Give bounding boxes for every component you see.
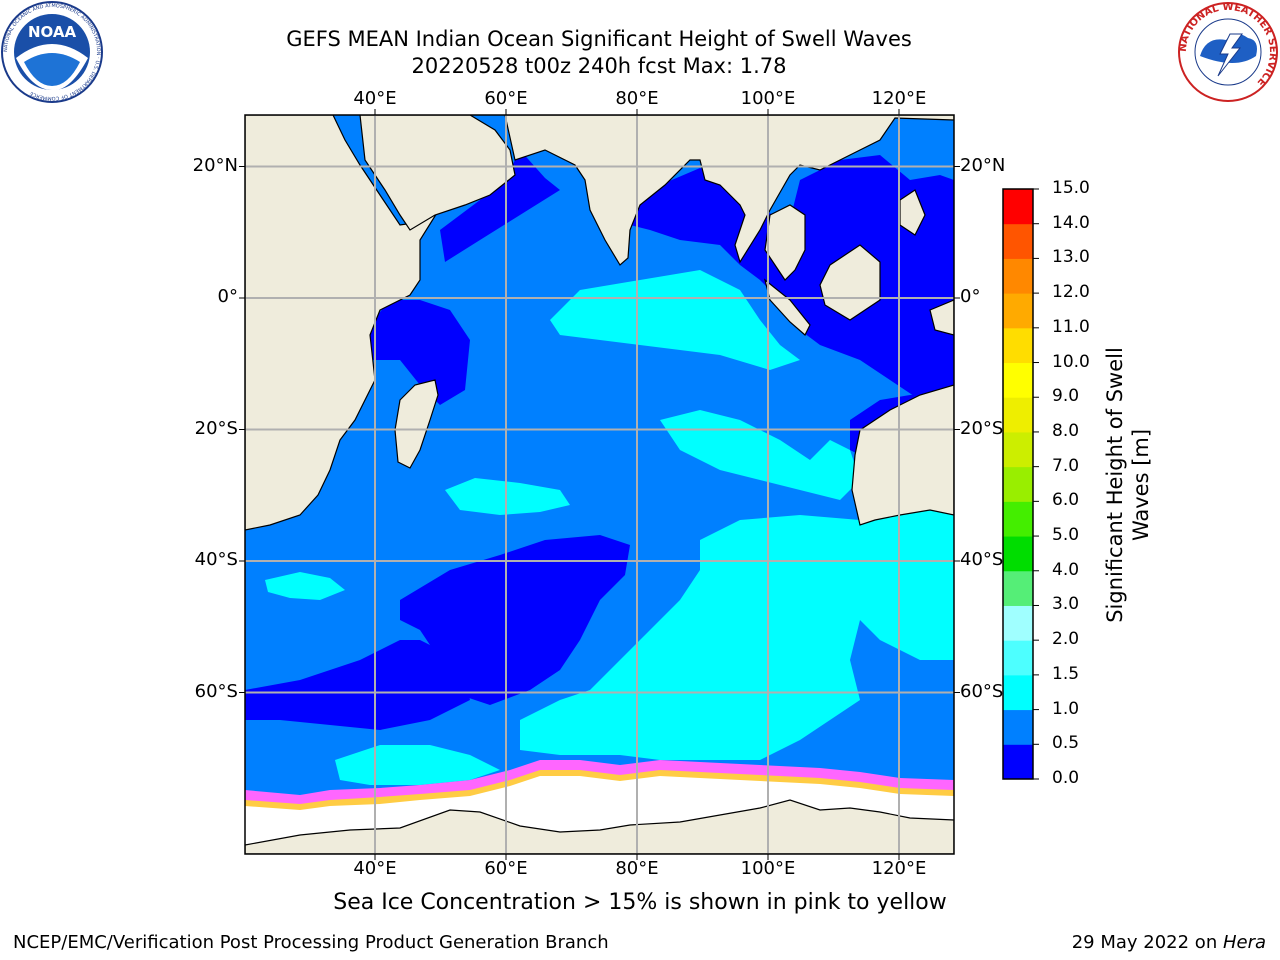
colorbar-label: 15.0 — [1052, 178, 1090, 198]
sea-ice-note: Sea Ice Concentration > 15% is shown in … — [333, 890, 947, 915]
colorbar-label: 2.0 — [1052, 629, 1080, 650]
colorbar-band — [1003, 501, 1033, 537]
lon-tick-label-bottom: 100°E — [740, 858, 796, 879]
colorbar-band — [1003, 640, 1033, 676]
colorbar-band — [1003, 709, 1033, 745]
colorbar-label: 10.0 — [1052, 351, 1090, 372]
colorbar-label: 13.0 — [1052, 247, 1090, 268]
lat-tick-label-left: 0° — [217, 286, 238, 307]
colorbar-title: Significant Height of Swell Waves [m] — [1102, 347, 1154, 623]
lat-tick-label-right: 40°S — [960, 549, 1004, 570]
land-masses — [245, 115, 954, 531]
colorbar-label: 12.0 — [1052, 282, 1090, 303]
colorbar-band — [1003, 362, 1033, 398]
colorbar-label: 1.5 — [1052, 663, 1080, 684]
colorbar — [1002, 188, 1039, 780]
lon-tick-label-top: 80°E — [615, 88, 659, 109]
colorbar-ticks — [1033, 188, 1039, 780]
colorbar-band — [1003, 293, 1033, 329]
map-grid — [245, 115, 954, 854]
tick-marks — [239, 109, 960, 860]
low-swell-areas — [245, 150, 954, 730]
lon-tick-label-bottom: 60°E — [484, 858, 528, 879]
colorbar-label: 0.0 — [1052, 768, 1080, 788]
lon-tick-label-top: 60°E — [484, 88, 528, 109]
map-frame — [244, 114, 955, 855]
colorbar-label: 3.0 — [1052, 594, 1080, 615]
colorbar-band — [1003, 189, 1033, 225]
lat-tick-label-right: 0° — [960, 286, 981, 307]
colorbar-band — [1003, 258, 1033, 294]
colorbar-title-line1: Significant Height of Swell — [1103, 347, 1127, 623]
colorbar-band — [1003, 466, 1033, 502]
lon-tick-label-top: 100°E — [740, 88, 796, 109]
nws-logo: NATIONAL WEATHER SERVICE — [1178, 2, 1278, 102]
colorbar-label: 7.0 — [1052, 455, 1080, 476]
lat-tick-label-right: 20°N — [960, 154, 1006, 176]
lat-tick-label-right: 20°S — [960, 417, 1004, 439]
colorbar-band — [1003, 327, 1033, 364]
colorbar-band — [1003, 536, 1033, 572]
lon-tick-label-top: 40°E — [353, 88, 397, 109]
lon-tick-label-bottom: 40°E — [353, 858, 397, 879]
colorbar-label: 14.0 — [1052, 212, 1090, 233]
colorbar-band — [1003, 431, 1033, 468]
lat-tick-label-left: 20°N — [192, 154, 238, 176]
footer-date-text: 29 May 2022 on — [1071, 932, 1223, 953]
colorbar-band — [1003, 397, 1033, 433]
colorbar-frame — [1002, 188, 1034, 780]
moderate-swell-areas — [265, 270, 954, 785]
lat-tick-label-right: 60°S — [960, 680, 1004, 702]
colorbar-label: 11.0 — [1052, 316, 1090, 337]
footer-host: Hera — [1222, 932, 1266, 953]
colorbar-label: 1.0 — [1052, 698, 1080, 719]
colorbar-band — [1003, 223, 1033, 259]
lat-tick-label-left: 40°S — [194, 549, 238, 570]
footer-branch: NCEP/EMC/Verification Post Processing Pr… — [13, 932, 609, 953]
lon-tick-label-bottom: 120°E — [871, 858, 927, 879]
noaa-logo: NOAA NATIONAL OCEANIC AND ATMOSPHERIC AD… — [1, 1, 103, 103]
lat-tick-label-left: 60°S — [194, 680, 238, 702]
swell-height-map — [239, 109, 960, 860]
colorbar-band — [1003, 744, 1033, 780]
colorbar-label: 0.5 — [1052, 733, 1080, 754]
footer-date: 29 May 2022 on Hera — [1072, 932, 1266, 953]
colorbar-band — [1003, 570, 1033, 606]
lon-tick-label-bottom: 80°E — [615, 858, 659, 879]
colorbar-label: 4.0 — [1052, 559, 1080, 580]
chart-subtitle: 20220528 t00z 240h fcst Max: 1.78 — [411, 54, 787, 78]
chart-title: GEFS MEAN Indian Ocean Significant Heigh… — [286, 27, 912, 51]
colorbar-bands — [1003, 189, 1033, 780]
lon-tick-label-top: 120°E — [871, 88, 927, 109]
colorbar-label: 5.0 — [1052, 525, 1080, 546]
lat-tick-label-left: 20°S — [194, 417, 238, 439]
noaa-logo-text: NOAA — [28, 23, 77, 41]
colorbar-label: 8.0 — [1052, 420, 1080, 441]
colorbar-label: 9.0 — [1052, 386, 1080, 407]
colorbar-band — [1003, 605, 1033, 641]
colorbar-label: 6.0 — [1052, 490, 1080, 511]
colorbar-title-line2: Waves [m] — [1129, 428, 1153, 542]
colorbar-band — [1003, 674, 1033, 711]
